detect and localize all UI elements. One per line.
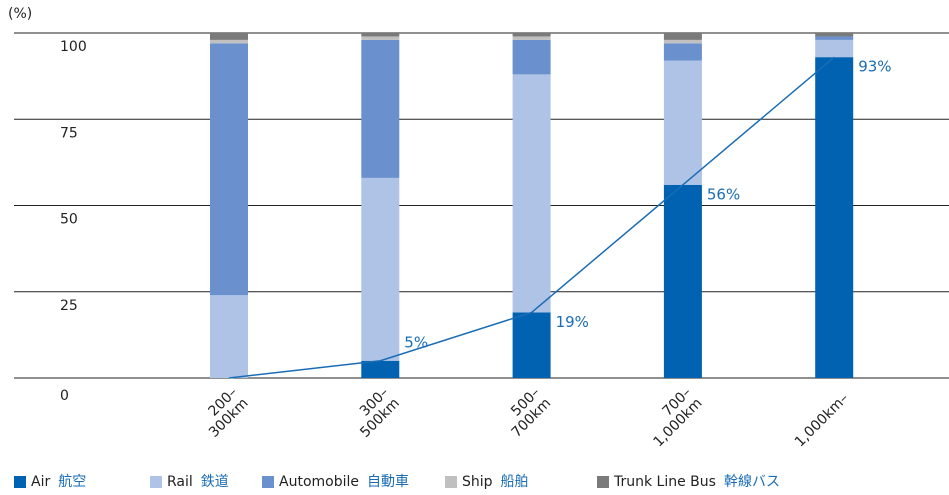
bar-segment [361, 39, 400, 178]
legend-name-ja: 航空 [58, 474, 86, 490]
x-tick-label: 300–500km [346, 384, 402, 440]
bar-segment [210, 33, 248, 40]
value-label: 56% [707, 185, 740, 203]
bar-segment [361, 33, 400, 37]
bar-segment [512, 39, 551, 75]
value-label: 5% [404, 333, 428, 351]
x-tick-label-group: 500–700km [498, 384, 554, 440]
x-tick-label-group: 700–1,000km [640, 384, 706, 450]
bar-segment [663, 60, 702, 185]
legend-swatch [262, 476, 274, 488]
legend-name: Rail [167, 474, 193, 490]
bar-segment [815, 57, 854, 379]
bar-segment [210, 295, 248, 378]
trend-line [228, 56, 835, 379]
x-tick-label: 500–700km [498, 384, 554, 440]
bar-segment [815, 36, 854, 40]
y-axis-label: (%) [8, 6, 32, 22]
x-tick-label: 200–300km [195, 384, 251, 440]
bar-segment [512, 33, 551, 37]
legend-name: Trunk Line Bus [613, 474, 716, 490]
legend-name-ja: 幹線バス [724, 473, 780, 490]
value-label: 93% [858, 58, 891, 76]
x-tick-label-group: 1,000km– [792, 390, 852, 450]
legend-label: Ship 船舶 [462, 474, 529, 490]
bar-segment [663, 43, 702, 61]
bar-segment [210, 43, 248, 296]
legend-name: Automobile [279, 474, 359, 490]
bar-segment [815, 39, 854, 58]
legend-name: Air [31, 474, 50, 490]
bar-segment [512, 312, 551, 378]
legend-name-ja: 船舶 [501, 474, 529, 490]
bar-segment [663, 39, 702, 44]
bar-segment [361, 36, 400, 40]
y-tick-label: 75 [60, 125, 78, 141]
bar-segment [512, 74, 551, 313]
bar-segment [512, 36, 551, 40]
legend-swatch [445, 476, 457, 488]
bar-segment [210, 39, 248, 44]
legend-swatch [597, 476, 609, 488]
value-label: 19% [556, 313, 589, 331]
legend-label: Rail 鉄道 [167, 474, 229, 490]
x-tick-label-group: 200–300km [195, 384, 252, 440]
legend-name-ja: 鉄道 [201, 474, 229, 490]
legend-name: Ship [462, 474, 493, 490]
y-tick-label: 25 [60, 298, 78, 314]
legend-swatch [150, 476, 162, 488]
x-tick-label: 700–1,000km [640, 384, 706, 450]
x-tick-label-line: 1,000km– [792, 390, 852, 450]
bar-segment [663, 33, 702, 40]
y-tick-label: 0 [60, 388, 69, 404]
legend-label: Automobile 自動車 [279, 473, 409, 490]
legend-label: Trunk Line Bus 幹線バス [613, 473, 780, 490]
x-tick-label-group: 300–500km [346, 384, 403, 440]
legend-swatch [14, 476, 26, 488]
y-tick-label: 100 [60, 39, 87, 55]
x-tick-label: 1,000km– [792, 390, 852, 450]
bar-segment [815, 33, 854, 37]
bar-segment [361, 360, 400, 378]
legend-label: Air 航空 [31, 474, 86, 490]
legend-name-ja: 自動車 [367, 473, 409, 490]
y-tick-label: 50 [60, 212, 78, 228]
bar-segment [663, 184, 702, 378]
bar-segment [361, 177, 400, 361]
